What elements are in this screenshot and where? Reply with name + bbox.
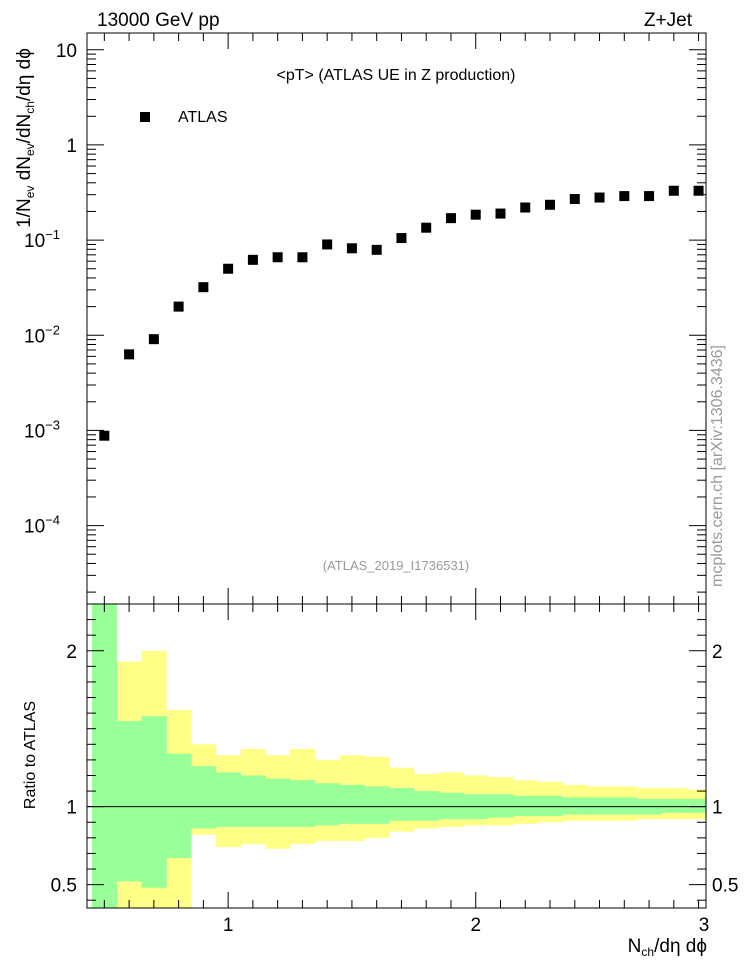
band-inner-bin: [215, 772, 242, 827]
data-point: [124, 349, 135, 360]
y-tick-label: 10: [56, 41, 77, 62]
data-point: [520, 202, 531, 213]
data-point: [322, 239, 333, 250]
band-inner-bin: [290, 780, 316, 827]
band-inner-bin: [166, 753, 192, 859]
ratio-panel-frame: [86, 603, 707, 909]
data-point: [569, 194, 580, 205]
band-inner-bin: [190, 766, 217, 829]
data-point: [272, 252, 283, 263]
mcplots-side-label: mcplots.cern.ch [arXiv:1306.3436]: [709, 345, 726, 587]
band-inner-bin: [537, 795, 563, 817]
ratio-y-tick-label-left: 0.5: [51, 876, 77, 897]
data-point: [619, 191, 630, 202]
legend-entry-atlas: ATLAS: [178, 109, 228, 126]
data-point: [668, 185, 679, 196]
x-axis-title: Nch/dη dϕ: [628, 936, 707, 959]
band-inner-bin: [339, 784, 365, 824]
data-point: [371, 244, 382, 255]
band-inner-bin: [587, 797, 613, 815]
data-point: [470, 209, 481, 220]
y-tick-label: 10−2: [24, 322, 60, 347]
y-tick-label: 10−4: [24, 513, 60, 538]
y-tick-label: 10−1: [24, 227, 60, 252]
axis-tick-labels: 1 2 3 10 1 10−1 10−2 10−3 10−4 0.5 0.5 1 1 2 2: [24, 41, 738, 936]
band-inner-bin: [141, 716, 167, 888]
band-inner-bin: [611, 797, 638, 815]
data-point: [421, 222, 432, 233]
data-point: [346, 243, 357, 254]
y-tick-label: 10−3: [24, 417, 60, 442]
data-point: [173, 301, 184, 312]
band-inner-bin: [438, 792, 464, 820]
data-point: [396, 233, 407, 244]
legend-marker: [140, 112, 150, 122]
band-inner-bin: [661, 798, 687, 813]
x-tick-label: 2: [470, 915, 481, 936]
band-inner-bin: [488, 794, 514, 818]
energy-label: 13000 GeV pp: [97, 10, 220, 31]
data-points: [99, 185, 704, 441]
plot-frames: [86, 32, 707, 909]
y-axis-title-ratio: Ratio to ATLAS: [22, 701, 39, 809]
data-point: [297, 252, 308, 263]
data-point: [198, 282, 209, 293]
process-label: Z+Jet: [644, 10, 693, 31]
data-point: [445, 213, 456, 224]
chart-title: <pT> (ATLAS UE in Z production): [277, 67, 516, 84]
band-inner-bin: [364, 786, 390, 824]
band-inner-bin: [562, 797, 588, 815]
data-point: [644, 191, 655, 202]
band-inner-bin: [116, 720, 142, 882]
data-point: [223, 263, 234, 274]
data-point: [594, 192, 605, 203]
ratio-y-tick-label-left: 2: [66, 642, 77, 663]
band-inner-bin: [686, 798, 707, 813]
x-tick-label: 3: [699, 915, 710, 936]
data-point: [495, 208, 506, 219]
band-inner-bin: [389, 787, 415, 821]
data-point: [545, 199, 556, 210]
data-point: [693, 185, 704, 196]
data-point: [247, 254, 258, 265]
band-inner-bin: [265, 778, 291, 827]
legend: ATLAS: [140, 109, 228, 126]
ratio-bands: [91, 604, 707, 908]
y-axis-title-top: 1/Nev dNev/dNch/dη dϕ: [14, 48, 37, 228]
band-inner-bin: [314, 783, 341, 826]
axis-ticks: [87, 33, 706, 908]
band-inner-bin: [413, 791, 440, 821]
ratio-y-tick-label-right: 2: [712, 642, 723, 663]
band-inner-bin: [240, 775, 266, 827]
analysis-watermark: (ATLAS_2019_I1736531): [323, 558, 469, 573]
band-inner-bin: [91, 604, 118, 908]
ratio-y-tick-label-left: 1: [66, 798, 77, 819]
y-tick-label: 1: [66, 136, 77, 157]
band-inner-bin: [512, 795, 539, 817]
data-point: [148, 334, 159, 345]
ratio-y-tick-label-right: 0.5: [712, 876, 738, 897]
x-tick-label: 1: [223, 915, 234, 936]
ratio-y-tick-label-right: 1: [712, 798, 723, 819]
data-point: [99, 430, 110, 441]
